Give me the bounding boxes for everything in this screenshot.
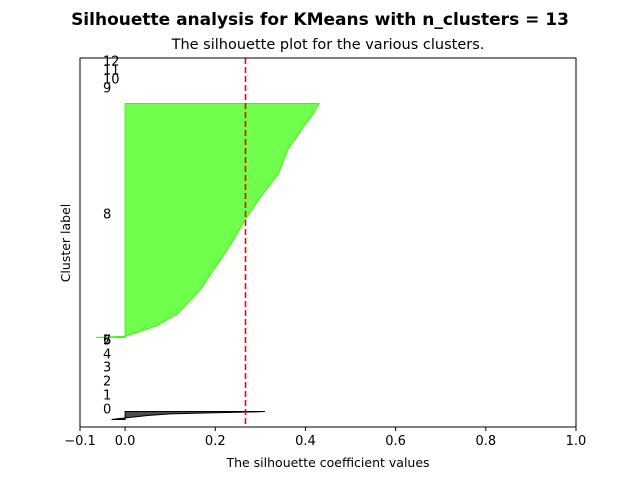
x-tick-label: 1.0 <box>566 434 587 449</box>
cluster-label-11: 11 <box>103 64 120 79</box>
y-axis-label: Cluster label <box>58 204 73 283</box>
cluster-label-5: 5 <box>103 334 111 349</box>
x-tick-label: 0.2 <box>205 434 226 449</box>
cluster-label-0: 0 <box>103 403 111 418</box>
cluster-silhouette-0 <box>111 411 265 420</box>
cluster-label-8: 8 <box>103 208 111 223</box>
cluster-label-10: 10 <box>103 73 120 88</box>
cluster-label-2: 2 <box>103 375 111 390</box>
axes-frame <box>79 57 577 428</box>
cluster-label-6: 6 <box>103 334 111 349</box>
x-axis-label: The silhouette coefficient values <box>225 455 429 470</box>
x-tick-label: 0.8 <box>475 434 496 449</box>
cluster-label-12: 12 <box>103 55 120 70</box>
chart-title: The silhouette plot for the various clus… <box>171 37 485 53</box>
cluster-label-9: 9 <box>103 82 111 97</box>
x-tick-label: −0.1 <box>64 434 96 449</box>
chart-suptitle: Silhouette analysis for KMeans with n_cl… <box>71 10 569 30</box>
cluster-silhouette-8 <box>95 103 320 338</box>
x-tick-label: 0.4 <box>295 434 316 449</box>
cluster-label-1: 1 <box>103 389 111 404</box>
x-tick-label: 0.0 <box>115 434 136 449</box>
x-tick-label: 0.6 <box>385 434 406 449</box>
cluster-label-4: 4 <box>103 348 111 363</box>
cluster-label-7: 7 <box>103 334 111 349</box>
cluster-label-3: 3 <box>103 361 111 376</box>
